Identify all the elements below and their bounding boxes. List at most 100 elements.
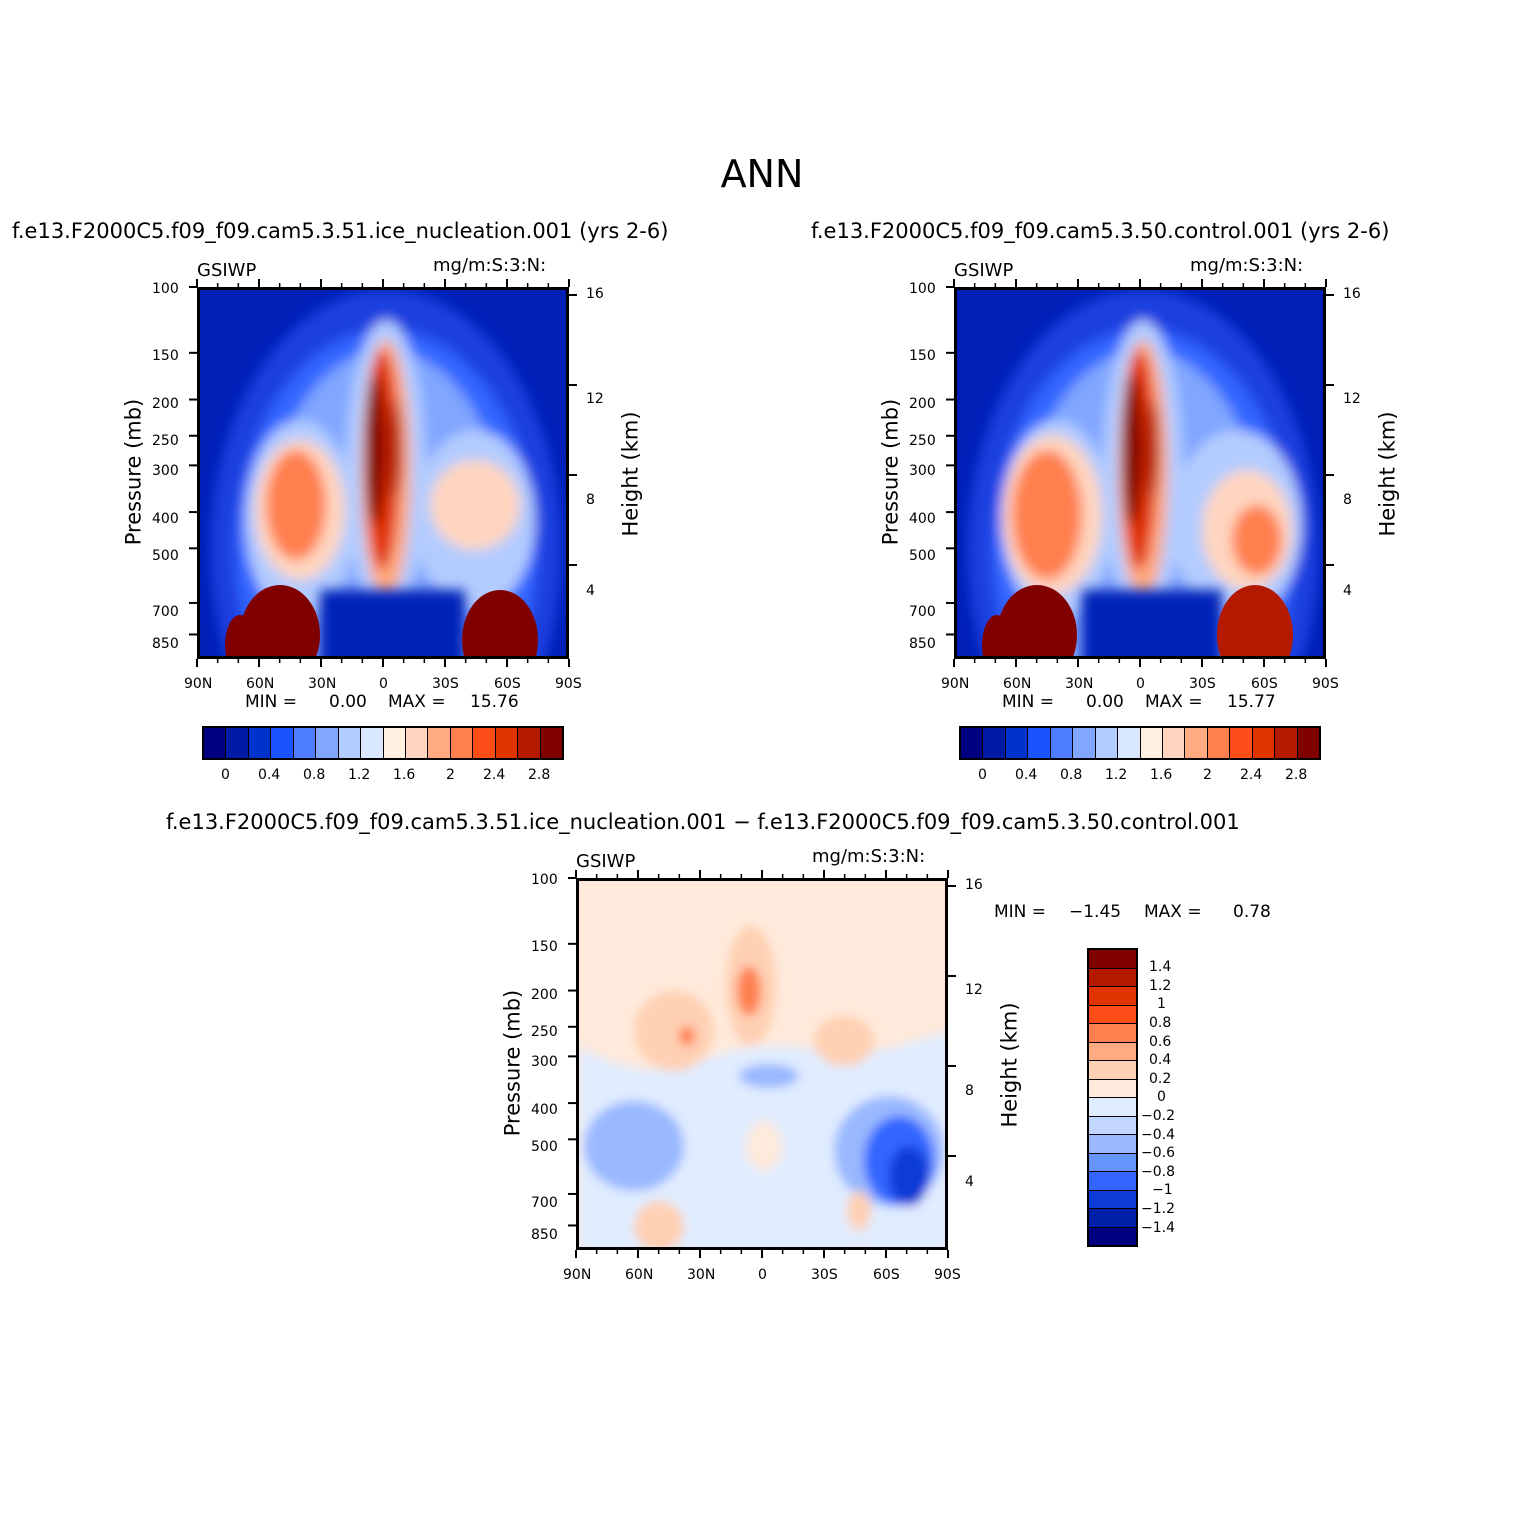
panel-2-variable: GSIWP xyxy=(954,260,1014,281)
colorbar-swatch xyxy=(1089,1227,1136,1245)
panel-2-xtick: 90S xyxy=(1312,676,1339,692)
colorbar-swatch xyxy=(473,728,496,758)
panel-1-cbar-label: 2 xyxy=(446,767,455,783)
colorbar-swatch xyxy=(1050,728,1074,758)
panel-1-xtick: 60N xyxy=(246,676,275,692)
panel-1-ytick: 200 xyxy=(152,396,179,412)
panel-1-cbar-label: 0.8 xyxy=(303,767,326,783)
panel-2-min-value: 0.00 xyxy=(1086,692,1124,712)
panel-2-colorbar xyxy=(959,726,1321,760)
colorbar-swatch xyxy=(1140,728,1163,758)
panel-3-xtick: 90N xyxy=(563,1267,592,1283)
panel-3-max-value: 0.78 xyxy=(1233,902,1271,922)
panel-2-ytick: 250 xyxy=(909,433,936,449)
colorbar-swatch xyxy=(1089,1116,1136,1135)
panel-3-ytick: 300 xyxy=(531,1054,558,1070)
colorbar-swatch xyxy=(1089,1153,1136,1172)
panel-3-variable: GSIWP xyxy=(576,851,636,872)
colorbar-swatch xyxy=(204,728,227,758)
colorbar-swatch xyxy=(450,728,474,758)
panel-3-cbar-label: 0.8 xyxy=(1149,1015,1172,1031)
panel-1-ytick: 400 xyxy=(152,511,179,527)
panel-3-cbar-label: 0.6 xyxy=(1149,1034,1172,1050)
panel-1-xtick: 0 xyxy=(379,676,388,692)
panel-2-max-value: 15.77 xyxy=(1227,692,1276,712)
panel-3-title: f.e13.F2000C5.f09_f09.cam5.3.51.ice_nucl… xyxy=(166,810,1240,834)
panel-2-ytick: 100 xyxy=(909,281,936,297)
colorbar-swatch xyxy=(1185,728,1208,758)
panel-1-cbar-label: 0.4 xyxy=(258,767,281,783)
panel-3-ytick: 500 xyxy=(531,1139,558,1155)
panel-2-y2tick: 8 xyxy=(1343,492,1352,508)
panel-2-xtick: 60N xyxy=(1003,676,1032,692)
colorbar-swatch xyxy=(1095,728,1119,758)
colorbar-swatch xyxy=(518,728,541,758)
panel-3-y2tick: 8 xyxy=(965,1083,974,1099)
panel-3-ytick: 100 xyxy=(531,872,558,888)
panel-3-xtick: 0 xyxy=(758,1267,767,1283)
colorbar-swatch xyxy=(1089,1079,1136,1098)
panel-1-y2tick: 16 xyxy=(586,286,604,302)
colorbar-swatch xyxy=(1089,987,1136,1006)
colorbar-swatch xyxy=(338,728,362,758)
panel-1-cbar-label: 0 xyxy=(221,767,230,783)
panel-1-y2tick: 12 xyxy=(586,391,604,407)
panel-1-title: f.e13.F2000C5.f09_f09.cam5.3.51.ice_nucl… xyxy=(12,219,669,243)
panel-1-cbar-label: 1.2 xyxy=(348,767,371,783)
panel-1-max-value: 15.76 xyxy=(470,692,519,712)
panel-3-ytick: 700 xyxy=(531,1195,558,1211)
panel-3-ytick: 250 xyxy=(531,1024,558,1040)
panel-3-colorbar xyxy=(1087,948,1138,1247)
panel-1-cbar-label: 1.6 xyxy=(393,767,416,783)
panel-2-units: mg/m:S:3:N: xyxy=(1190,255,1304,276)
panel-1-xtick: 30N xyxy=(308,676,337,692)
panel-3-xtick: 30N xyxy=(687,1267,716,1283)
panel-3-y2tick: 4 xyxy=(965,1174,974,1190)
figure-title: ANN xyxy=(720,152,804,196)
colorbar-swatch xyxy=(1089,1209,1136,1228)
panel-2-y2tick: 12 xyxy=(1343,391,1361,407)
panel-2-xtick: 30N xyxy=(1065,676,1094,692)
panel-2-ytick: 300 xyxy=(909,463,936,479)
panel-3-cbar-label: 0.4 xyxy=(1149,1052,1172,1068)
colorbar-swatch xyxy=(1275,728,1298,758)
panel-1-min-label: MIN = xyxy=(245,692,298,712)
panel-3-cbar-label: 1 xyxy=(1157,996,1166,1012)
panel-1-colorbar xyxy=(202,726,564,760)
panel-3-cbar-label: 0.2 xyxy=(1149,1071,1172,1087)
colorbar-swatch xyxy=(961,728,984,758)
panel-1-xtick: 60S xyxy=(494,676,521,692)
panel-3-cbar-label: −0.2 xyxy=(1141,1108,1175,1124)
panel-3-xtick: 30S xyxy=(811,1267,838,1283)
panel-2-cbar-label: 0.8 xyxy=(1060,767,1083,783)
panel-2-ytick: 150 xyxy=(909,348,936,364)
panel-2-cbar-label: 2.8 xyxy=(1285,767,1308,783)
panel-3-units: mg/m:S:3:N: xyxy=(812,846,926,867)
panel-1-ytick: 850 xyxy=(152,636,179,652)
colorbar-swatch xyxy=(1089,968,1136,987)
panel-3-ytick: 200 xyxy=(531,987,558,1003)
panel-1-min-value: 0.00 xyxy=(329,692,367,712)
panel-2-max-label: MAX = xyxy=(1145,692,1203,712)
panel-2-cbar-label: 0 xyxy=(978,767,987,783)
panel-1-y2tick: 8 xyxy=(586,492,595,508)
panel-3-min-value: −1.45 xyxy=(1069,902,1122,922)
panel-1-max-label: MAX = xyxy=(388,692,446,712)
panel-1-xtick: 90S xyxy=(555,676,582,692)
colorbar-swatch xyxy=(226,728,249,758)
colorbar-swatch xyxy=(1089,950,1136,969)
panel-2-ytick: 400 xyxy=(909,511,936,527)
colorbar-swatch xyxy=(540,728,562,758)
colorbar-swatch xyxy=(383,728,406,758)
colorbar-swatch xyxy=(1089,1098,1136,1117)
panel-2-y2tick: 4 xyxy=(1343,583,1352,599)
colorbar-swatch xyxy=(1297,728,1319,758)
panel-1-y2tick: 4 xyxy=(586,583,595,599)
panel-1-plot-area xyxy=(197,287,569,659)
panel-2-contour-field xyxy=(957,290,1323,656)
panel-2-xtick: 90N xyxy=(941,676,970,692)
colorbar-swatch xyxy=(1089,1024,1136,1043)
panel-3-cbar-label: −0.4 xyxy=(1141,1127,1175,1143)
panel-3-cbar-label: 0 xyxy=(1157,1089,1166,1105)
